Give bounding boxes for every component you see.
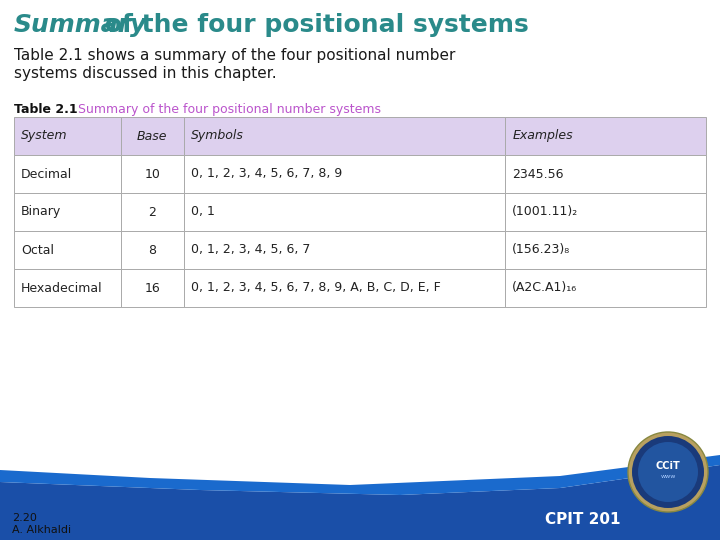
Text: Symbols: Symbols	[191, 130, 243, 143]
Text: Summary of the four positional number systems: Summary of the four positional number sy…	[66, 103, 381, 116]
Bar	[14, 155, 121, 193]
Text: Base: Base	[137, 130, 168, 143]
Bar	[184, 193, 505, 231]
Bar	[184, 231, 505, 269]
Circle shape	[632, 436, 704, 508]
Text: www: www	[660, 475, 675, 480]
Circle shape	[638, 442, 698, 502]
Text: 0, 1: 0, 1	[191, 206, 215, 219]
Text: (A2C.A1)₁₆: (A2C.A1)₁₆	[513, 281, 577, 294]
Text: 2345.56: 2345.56	[513, 167, 564, 180]
Bar	[505, 193, 706, 231]
Circle shape	[628, 432, 708, 512]
Bar	[121, 117, 184, 155]
Text: Table 2.1: Table 2.1	[14, 103, 78, 116]
Bar	[121, 269, 184, 307]
Bar	[184, 269, 505, 307]
Text: Binary: Binary	[21, 206, 61, 219]
Text: CPIT 201: CPIT 201	[545, 512, 621, 528]
Polygon shape	[0, 465, 720, 540]
Bar	[505, 117, 706, 155]
Text: 0, 1, 2, 3, 4, 5, 6, 7, 8, 9: 0, 1, 2, 3, 4, 5, 6, 7, 8, 9	[191, 167, 342, 180]
Polygon shape	[0, 455, 720, 495]
Text: (1001.11)₂: (1001.11)₂	[513, 206, 579, 219]
Bar	[14, 231, 121, 269]
Text: Decimal: Decimal	[21, 167, 72, 180]
Text: of the four positional systems: of the four positional systems	[96, 13, 528, 37]
Bar	[184, 117, 505, 155]
Bar	[184, 155, 505, 193]
Text: A. Alkhaldi: A. Alkhaldi	[12, 525, 71, 535]
Bar	[14, 269, 121, 307]
Bar	[505, 155, 706, 193]
Text: 2.20: 2.20	[12, 513, 37, 523]
Text: 10: 10	[145, 167, 161, 180]
Text: 0, 1, 2, 3, 4, 5, 6, 7: 0, 1, 2, 3, 4, 5, 6, 7	[191, 244, 310, 256]
Bar	[14, 193, 121, 231]
Text: CCiT: CCiT	[656, 461, 680, 471]
Bar	[121, 193, 184, 231]
Text: System: System	[21, 130, 68, 143]
Bar	[121, 155, 184, 193]
Text: Hexadecimal: Hexadecimal	[21, 281, 103, 294]
Text: Summary: Summary	[14, 13, 148, 37]
Text: 8: 8	[148, 244, 156, 256]
Bar	[14, 117, 121, 155]
Bar	[505, 231, 706, 269]
Text: Octal: Octal	[21, 244, 54, 256]
Text: Table 2.1 shows a summary of the four positional number: Table 2.1 shows a summary of the four po…	[14, 48, 455, 63]
Text: systems discussed in this chapter.: systems discussed in this chapter.	[14, 66, 276, 81]
Text: (156.23)₈: (156.23)₈	[513, 244, 570, 256]
Text: Examples: Examples	[513, 130, 573, 143]
Text: 16: 16	[145, 281, 161, 294]
Bar	[505, 269, 706, 307]
Bar	[121, 231, 184, 269]
Text: 2: 2	[148, 206, 156, 219]
Text: 0, 1, 2, 3, 4, 5, 6, 7, 8, 9, A, B, C, D, E, F: 0, 1, 2, 3, 4, 5, 6, 7, 8, 9, A, B, C, D…	[191, 281, 441, 294]
